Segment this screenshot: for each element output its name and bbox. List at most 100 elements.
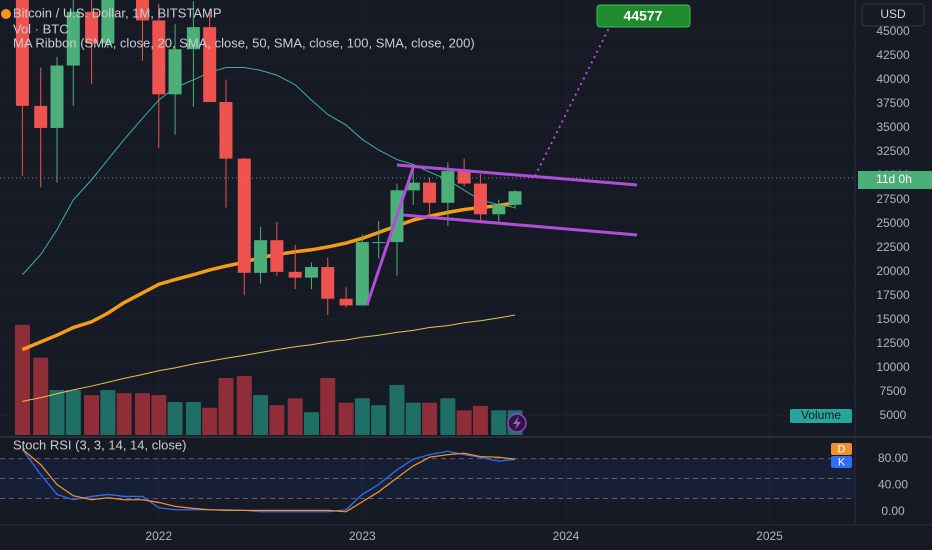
candle-body (34, 105, 48, 128)
volume-bar (371, 405, 387, 435)
y-tick-label: 5000 (880, 408, 907, 422)
y-tick-label: 0.00 (881, 504, 905, 518)
stoch-line (21, 448, 516, 513)
x-tick-label: 2022 (145, 529, 172, 543)
candle-body (85, 11, 99, 44)
candle-body (473, 183, 487, 215)
candle-body (355, 242, 369, 306)
grid (0, 458, 855, 499)
candle-body (270, 240, 284, 272)
candle-body (168, 49, 182, 95)
candle-body (15, 0, 29, 106)
volume-bar (14, 324, 30, 435)
volume-layer (14, 324, 523, 435)
candle-body (136, 0, 149, 21)
y-tick-label: 10000 (876, 360, 910, 374)
volume-tag (790, 409, 852, 423)
candle-body (492, 204, 506, 215)
volume-bar (202, 407, 218, 435)
y-tick-label: 15000 (876, 312, 910, 326)
volume-bar (440, 398, 456, 435)
volume-bar (422, 402, 438, 435)
ma-layer (21, 66, 516, 513)
subtitle: Vol · BTC (13, 21, 69, 36)
volume-bar (167, 402, 183, 435)
candle-body (441, 171, 455, 203)
y-tick-label: 40.00 (878, 477, 908, 491)
volume-bar (116, 393, 132, 435)
candle-body (339, 298, 353, 306)
x-tick-label: 2023 (349, 529, 376, 543)
flag-bottom (402, 213, 638, 237)
ma-line (22, 66, 516, 276)
candle-body (321, 267, 335, 299)
stoch-title: Stoch RSI (3, 3, 14, 14, close) (13, 437, 186, 452)
volume-bar (320, 378, 336, 435)
target-box (596, 4, 691, 28)
volume-bar (253, 395, 269, 435)
candle-body (254, 240, 268, 273)
volume-bar (218, 378, 234, 435)
y-tick-label: 12500 (876, 336, 910, 350)
candle-layer (15, 0, 522, 316)
y-tick-label: 80.00 (878, 451, 908, 465)
candle-body (237, 158, 251, 273)
flag-top (396, 163, 638, 187)
volume-bar (303, 412, 319, 435)
y-tick-label: 17500 (876, 288, 910, 302)
y-tick-label: 45000 (876, 24, 910, 38)
candle-body (423, 182, 437, 203)
volume-bar (269, 405, 285, 435)
volume-bar (389, 384, 405, 435)
volume-bar (49, 390, 65, 435)
y-tick-label: 35000 (876, 120, 910, 134)
candle-body (372, 242, 386, 244)
y-tick-label: 37500 (876, 96, 910, 110)
legend-swatch (831, 456, 852, 468)
y-tick-label: 25000 (876, 216, 910, 230)
legend-swatch (831, 443, 852, 455)
volume-bar (65, 390, 81, 435)
flag-pole (365, 164, 416, 306)
volume-bar (33, 357, 49, 435)
volume-bar (100, 390, 116, 435)
volume-bar (456, 410, 472, 435)
volume-bar (491, 410, 507, 435)
ma-line (22, 314, 516, 402)
candle-body (66, 11, 80, 66)
coin-icon (1, 9, 11, 19)
candle-body (508, 191, 522, 205)
unit-label: USD (880, 7, 906, 21)
legend-label: K (838, 456, 846, 468)
candle-body (152, 20, 166, 95)
volume-bar (185, 402, 201, 435)
flash-glyph (513, 416, 521, 430)
volume-bar (236, 376, 252, 435)
volume-bar (151, 395, 167, 435)
candle-body (101, 0, 115, 44)
countdown-box (858, 171, 932, 189)
target-label: 44577 (624, 8, 663, 24)
candle-body (219, 102, 233, 159)
title: Bitcoin / U.S. Dollar, 1M, BITSTAMP (13, 5, 222, 20)
candle-body (457, 171, 471, 184)
volume-bar (472, 405, 488, 435)
stoch-line (21, 448, 516, 513)
ma-line (21, 201, 516, 352)
candle-body (203, 27, 217, 103)
unit-box[interactable] (861, 3, 925, 27)
y-tick-label: 42500 (876, 48, 910, 62)
candle-body (288, 271, 302, 278)
y-tick-label: 27500 (876, 192, 910, 206)
x-tick-label: 2024 (553, 529, 580, 543)
volume-bar (354, 398, 370, 435)
axis-layer: 2022 2023 2024 2025 45000 42500 40000 37500 3500… (145, 24, 910, 543)
volume-bar (287, 398, 303, 435)
volume-label: Volume (801, 408, 841, 422)
y-tick-label: 40000 (876, 72, 910, 86)
y-tick-label: 20000 (876, 264, 910, 278)
countdown: 11d 0h (876, 172, 912, 186)
y-tick-label: 7500 (880, 384, 907, 398)
volume-bar (84, 395, 100, 435)
